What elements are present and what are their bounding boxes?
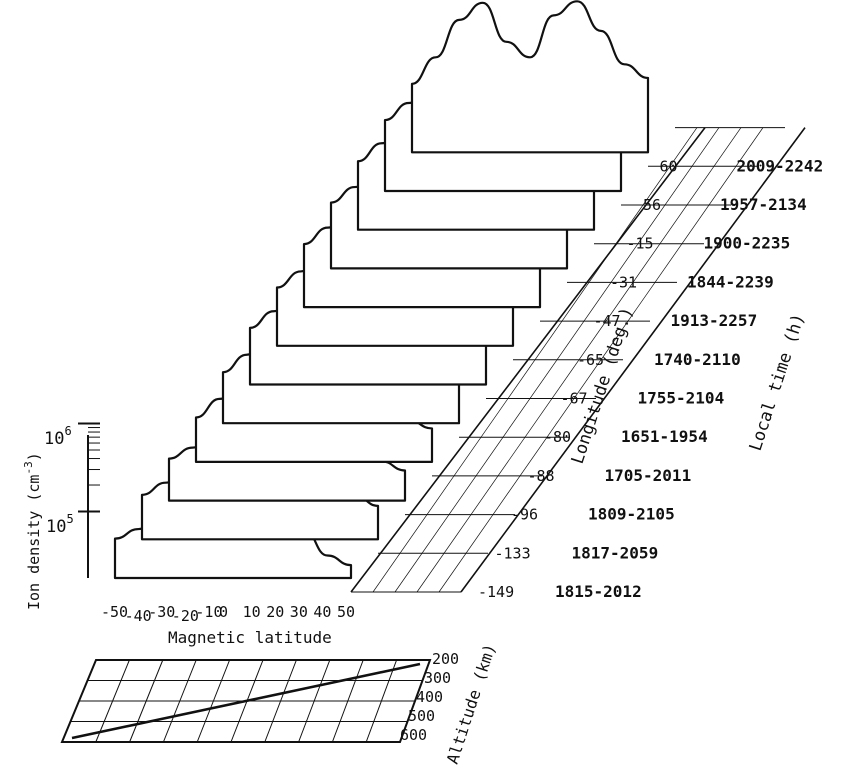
local-time-label--31: 1844-2239 [687, 272, 774, 291]
longitude-label--67: -67 [561, 390, 588, 408]
local-time-label-60: 2009-2242 [737, 156, 824, 175]
profile-line-60 [410, 0, 650, 154]
y-axis-label: Ion density (cm-3) [22, 452, 43, 610]
floor-grid [350, 127, 806, 593]
altitude-tick-200: 200 [432, 650, 459, 668]
altitude-tick-500: 500 [408, 707, 435, 725]
altitude-tick-300: 300 [424, 669, 451, 687]
longitude-label--65: -65 [577, 351, 604, 369]
y-minor-ticks [78, 422, 100, 513]
row-labels: -149 1815-2012 -133 1817-2059 -96 1809-2105 -8… [478, 156, 823, 601]
longitude-label--133: -133 [495, 544, 531, 562]
x-tick-4: -10 [195, 603, 222, 621]
y-tick-1e5: 105 [46, 512, 74, 537]
local-time-label--47: 1913-2257 [671, 311, 758, 330]
altitude-tick-400: 400 [416, 688, 443, 706]
x-tick-3: -20 [172, 607, 199, 625]
local-time-label--80: 1651-1954 [621, 427, 708, 446]
x-tick-7: 20 [266, 603, 284, 621]
x-axis-label: Magnetic latitude [168, 628, 332, 647]
y-tick-1e6: 106 [44, 424, 72, 449]
longitude-label-56: 56 [643, 196, 661, 214]
local-time-label-56: 1957-2134 [720, 195, 807, 214]
altitude-tick-600: 600 [400, 726, 427, 744]
x-tick-1: -40 [125, 607, 152, 625]
longitude-label--31: -31 [610, 273, 637, 291]
longitude-label--149: -149 [478, 583, 514, 601]
x-tick-8: 30 [290, 603, 308, 621]
local-time-label--67: 1755-2104 [638, 389, 725, 408]
x-tick-9: 40 [313, 603, 331, 621]
longitude-label--80: -80 [544, 428, 571, 446]
local-time-label--96: 1809-2105 [588, 505, 675, 524]
local-time-label--15: 1900-2235 [704, 234, 791, 253]
local-time-label--149: 1815-2012 [555, 582, 642, 601]
longitude-label--47: -47 [594, 312, 621, 330]
x-tick-6: 10 [243, 603, 261, 621]
local-time-label--133: 1817-2059 [572, 543, 659, 562]
x-tick-0: -50 [101, 603, 128, 621]
y-axis: 106 105 Ion density (cm-3) [22, 422, 100, 610]
local-time-label--65: 1740-2110 [654, 350, 741, 369]
x-tick-labels: -50-40-30-20-100 10 20 30 40 50 [101, 603, 355, 625]
x-tick-2: -30 [148, 603, 175, 621]
longitude-label--88: -88 [528, 467, 555, 485]
x-tick-10: 50 [337, 603, 355, 621]
longitude-label--96: -96 [511, 506, 538, 524]
longitude-label--15: -15 [627, 235, 654, 253]
x-tick-5: 0 [219, 603, 228, 621]
longitude-label-60: 60 [660, 157, 678, 175]
local-time-axis-label: Local time (h) [746, 311, 809, 453]
altitude-panel [60, 659, 432, 743]
local-time-label--88: 1705-2011 [605, 466, 692, 485]
profiles [113, 0, 650, 580]
